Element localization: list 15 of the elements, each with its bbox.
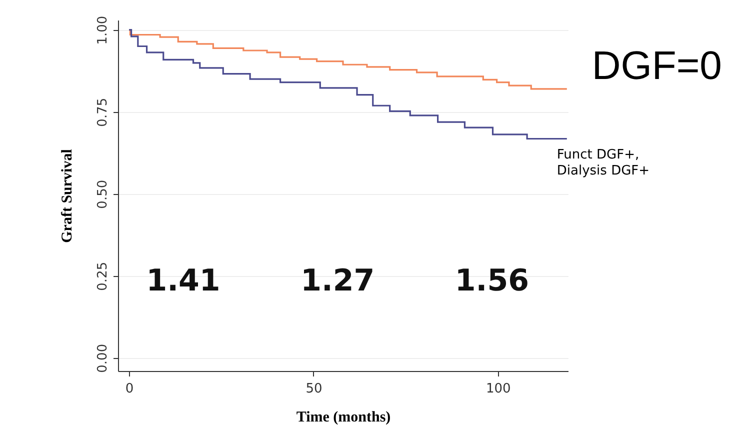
series-label: DGF=0 (592, 44, 722, 88)
series-label: Funct DGF+, Dialysis DGF+ (556, 148, 650, 179)
y-axis-title: Graft Survival (60, 149, 76, 243)
y-tick-label: 0.00 (96, 344, 110, 373)
x-tick-label: 100 (486, 382, 511, 396)
y-tick-label: 0.25 (96, 262, 110, 291)
x-tick-label: 0 (125, 382, 134, 396)
y-tick-label: 1.00 (96, 16, 110, 45)
annotation: 1.27 (300, 263, 375, 298)
annotation: 1.41 (146, 263, 220, 298)
y-tick-label: 0.75 (96, 98, 110, 127)
annotation: 1.56 (454, 263, 529, 298)
x-axis-title: Time (months) (296, 410, 391, 426)
x-tick-label: 50 (306, 382, 322, 396)
y-tick-label: 0.50 (96, 180, 110, 209)
